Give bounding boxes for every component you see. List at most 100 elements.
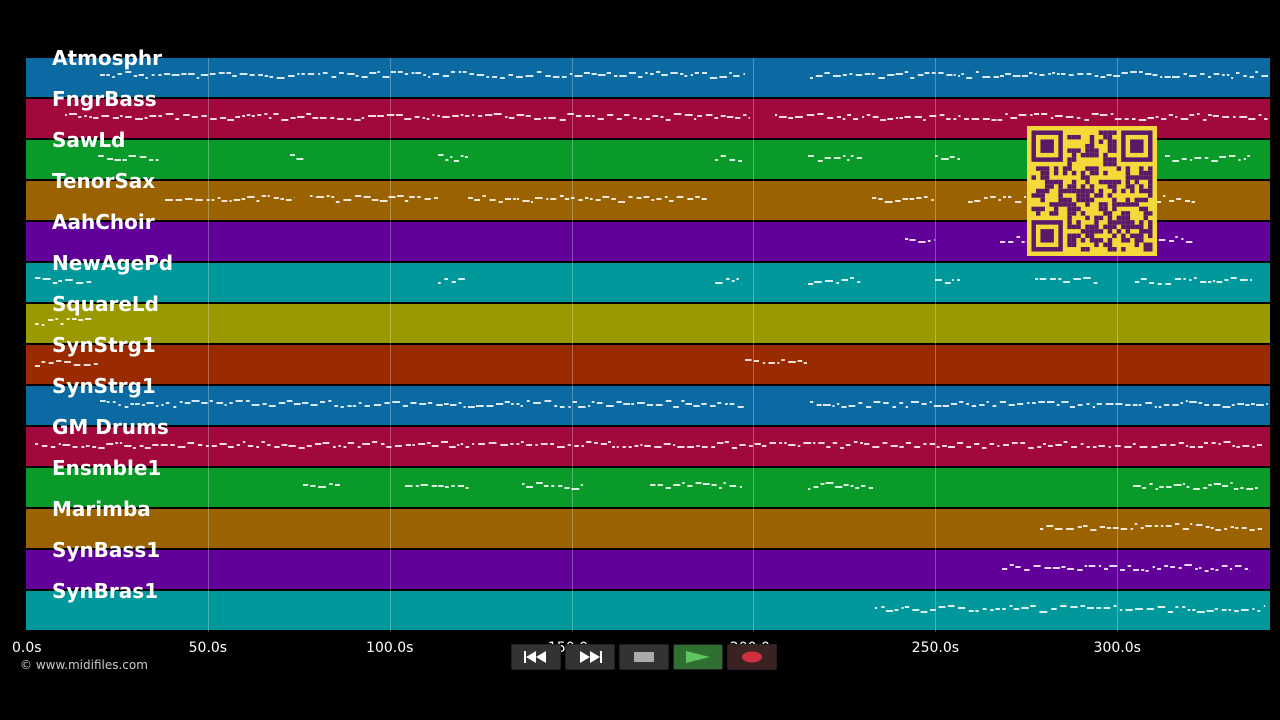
qr-module xyxy=(1067,220,1072,225)
qr-module xyxy=(1121,215,1126,221)
qr-module xyxy=(1107,224,1113,230)
qr-module xyxy=(1076,220,1081,225)
qr-module xyxy=(1071,206,1077,212)
qr-module xyxy=(1076,233,1081,239)
qr-module xyxy=(1107,238,1113,243)
qr-finder xyxy=(1040,229,1054,243)
qr-module xyxy=(1148,184,1153,189)
qr-module xyxy=(1107,247,1113,252)
qr-module xyxy=(1148,179,1153,185)
qr-module xyxy=(1031,175,1036,180)
qr-module xyxy=(1071,202,1077,207)
qr-module xyxy=(1148,224,1153,230)
track-row[interactable] xyxy=(26,386,1270,425)
qr-module xyxy=(1085,175,1090,180)
qr-module xyxy=(1080,170,1086,176)
qr-module xyxy=(1067,188,1072,194)
qr-module xyxy=(1112,161,1117,167)
qr-module xyxy=(1107,130,1113,135)
qr-module xyxy=(1076,224,1081,230)
qr-module xyxy=(1103,202,1108,207)
qr-module xyxy=(1053,206,1059,212)
qr-module xyxy=(1085,247,1090,252)
qr-module xyxy=(1116,179,1122,185)
qr-module xyxy=(1053,179,1059,185)
qr-module xyxy=(1080,229,1086,234)
qr-module xyxy=(1098,229,1104,234)
qr-module xyxy=(1076,188,1081,194)
qr-module xyxy=(1130,220,1135,225)
track-label: Marimba xyxy=(52,497,151,521)
qr-module xyxy=(1058,188,1063,194)
gridline xyxy=(389,58,391,632)
qr-module xyxy=(1040,193,1045,198)
qr-module xyxy=(1143,211,1149,216)
qr-module xyxy=(1089,197,1095,203)
qr-module xyxy=(1112,220,1117,225)
qr-module xyxy=(1067,242,1072,248)
time-tick-label: 300.0s xyxy=(1093,640,1141,656)
qr-module xyxy=(1058,184,1063,189)
qr-module xyxy=(1103,134,1108,140)
qr-module xyxy=(1067,148,1072,153)
fast-forward-button[interactable] xyxy=(565,644,615,670)
qr-module xyxy=(1098,179,1104,185)
track-row[interactable] xyxy=(26,550,1270,589)
qr-module xyxy=(1049,179,1054,185)
qr-module xyxy=(1148,242,1153,248)
qr-module xyxy=(1098,238,1104,243)
qr-module xyxy=(1130,184,1135,189)
qr-module xyxy=(1076,148,1081,153)
qr-module xyxy=(1058,202,1063,207)
qr-module xyxy=(1089,224,1095,230)
qr-module xyxy=(1148,188,1153,194)
qr-module xyxy=(1103,170,1108,176)
qr-module xyxy=(1085,152,1090,158)
time-tick-label: 0.0s xyxy=(12,640,42,656)
copyright-text: © www.midifiles.com xyxy=(20,658,148,672)
gridline xyxy=(753,58,755,632)
qr-module xyxy=(1139,238,1144,243)
qr-module xyxy=(1085,179,1090,185)
qr-module xyxy=(1085,166,1090,171)
qr-module xyxy=(1044,170,1050,176)
qr-module xyxy=(1094,242,1099,248)
track-row[interactable] xyxy=(26,468,1270,507)
qr-module xyxy=(1049,202,1054,207)
qr-module xyxy=(1125,202,1131,207)
track-row[interactable] xyxy=(26,509,1270,548)
qr-module xyxy=(1094,166,1099,171)
qr-module xyxy=(1098,206,1104,212)
qr-module xyxy=(1080,184,1086,189)
track-row[interactable] xyxy=(26,58,1270,97)
qr-module xyxy=(1085,193,1090,198)
qr-module xyxy=(1094,220,1099,225)
qr-module xyxy=(1130,175,1135,180)
qr-module xyxy=(1053,170,1059,176)
stop-icon xyxy=(634,652,654,662)
qr-module xyxy=(1125,197,1131,203)
qr-module xyxy=(1143,197,1149,203)
qr-module xyxy=(1125,211,1131,216)
track-row[interactable] xyxy=(26,345,1270,384)
record-button[interactable] xyxy=(727,644,777,670)
rewind-button[interactable] xyxy=(511,644,561,670)
qr-module xyxy=(1112,179,1117,185)
qr-module xyxy=(1148,193,1153,198)
qr-module xyxy=(1058,193,1063,198)
qr-module xyxy=(1143,206,1149,212)
qr-module xyxy=(1143,242,1149,248)
track-row[interactable] xyxy=(26,263,1270,302)
qr-module xyxy=(1067,202,1072,207)
track-label: NewAgePd xyxy=(52,251,174,275)
time-tick-label: 50.0s xyxy=(188,640,228,656)
qr-module xyxy=(1116,229,1122,234)
play-icon xyxy=(686,651,710,663)
track-row[interactable] xyxy=(26,304,1270,343)
stop-button[interactable] xyxy=(619,644,669,670)
play-button[interactable] xyxy=(673,644,723,670)
track-label: Ensmble1 xyxy=(52,456,162,480)
track-row[interactable] xyxy=(26,591,1270,630)
track-row[interactable] xyxy=(26,427,1270,466)
qr-module xyxy=(1049,211,1054,216)
